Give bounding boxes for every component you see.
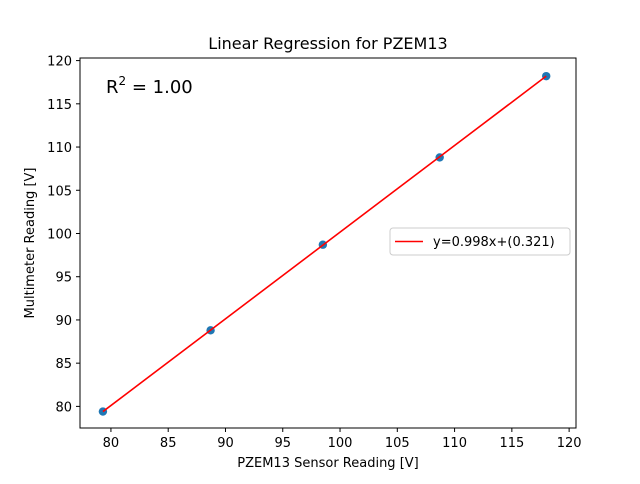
x-tick-label: 105	[385, 436, 410, 451]
y-tick-label: 80	[55, 400, 72, 415]
y-tick-label: 115	[47, 98, 72, 113]
y-tick-label: 110	[47, 141, 72, 156]
x-tick-label: 85	[160, 436, 177, 451]
x-tick-label: 80	[103, 436, 120, 451]
legend-label: y=0.998x+(0.321)	[433, 235, 555, 250]
y-axis-label: Multimeter Reading [V]	[23, 168, 38, 319]
axis-ticks: 80 85 90 95 100 105 110 115 120 80 85 90 95 100 105 110…	[47, 55, 581, 451]
legend-box	[389, 227, 571, 256]
r-squared-value: = 1.00	[126, 77, 193, 98]
axes-frame	[79, 57, 577, 429]
x-tick-label: 110	[442, 436, 467, 451]
y-tick-label: 105	[47, 184, 72, 199]
y-tick-label: 120	[47, 55, 72, 70]
x-axis-label: PZEM13 Sensor Reading [V]	[237, 456, 418, 471]
regression-line	[102, 75, 547, 413]
plot-area	[98, 71, 551, 416]
x-tick-label: 100	[328, 436, 353, 451]
y-tick-label: 90	[55, 314, 72, 329]
legend: y=0.998x+(0.321)	[389, 227, 571, 256]
x-tick-label: 120	[557, 436, 582, 451]
y-tick-label: 85	[55, 357, 72, 372]
r-squared-superscript: 2	[119, 74, 127, 88]
y-tick-label: 95	[55, 271, 72, 286]
chart-title: Linear Regression for PZEM13	[208, 34, 447, 53]
y-tick-label: 100	[47, 227, 72, 242]
r-squared-letter: R	[106, 77, 119, 98]
x-tick-label: 90	[217, 436, 234, 451]
x-tick-label: 115	[499, 436, 524, 451]
r-squared-annotation: R2 = 1.00	[106, 74, 193, 98]
x-tick-label: 95	[274, 436, 291, 451]
